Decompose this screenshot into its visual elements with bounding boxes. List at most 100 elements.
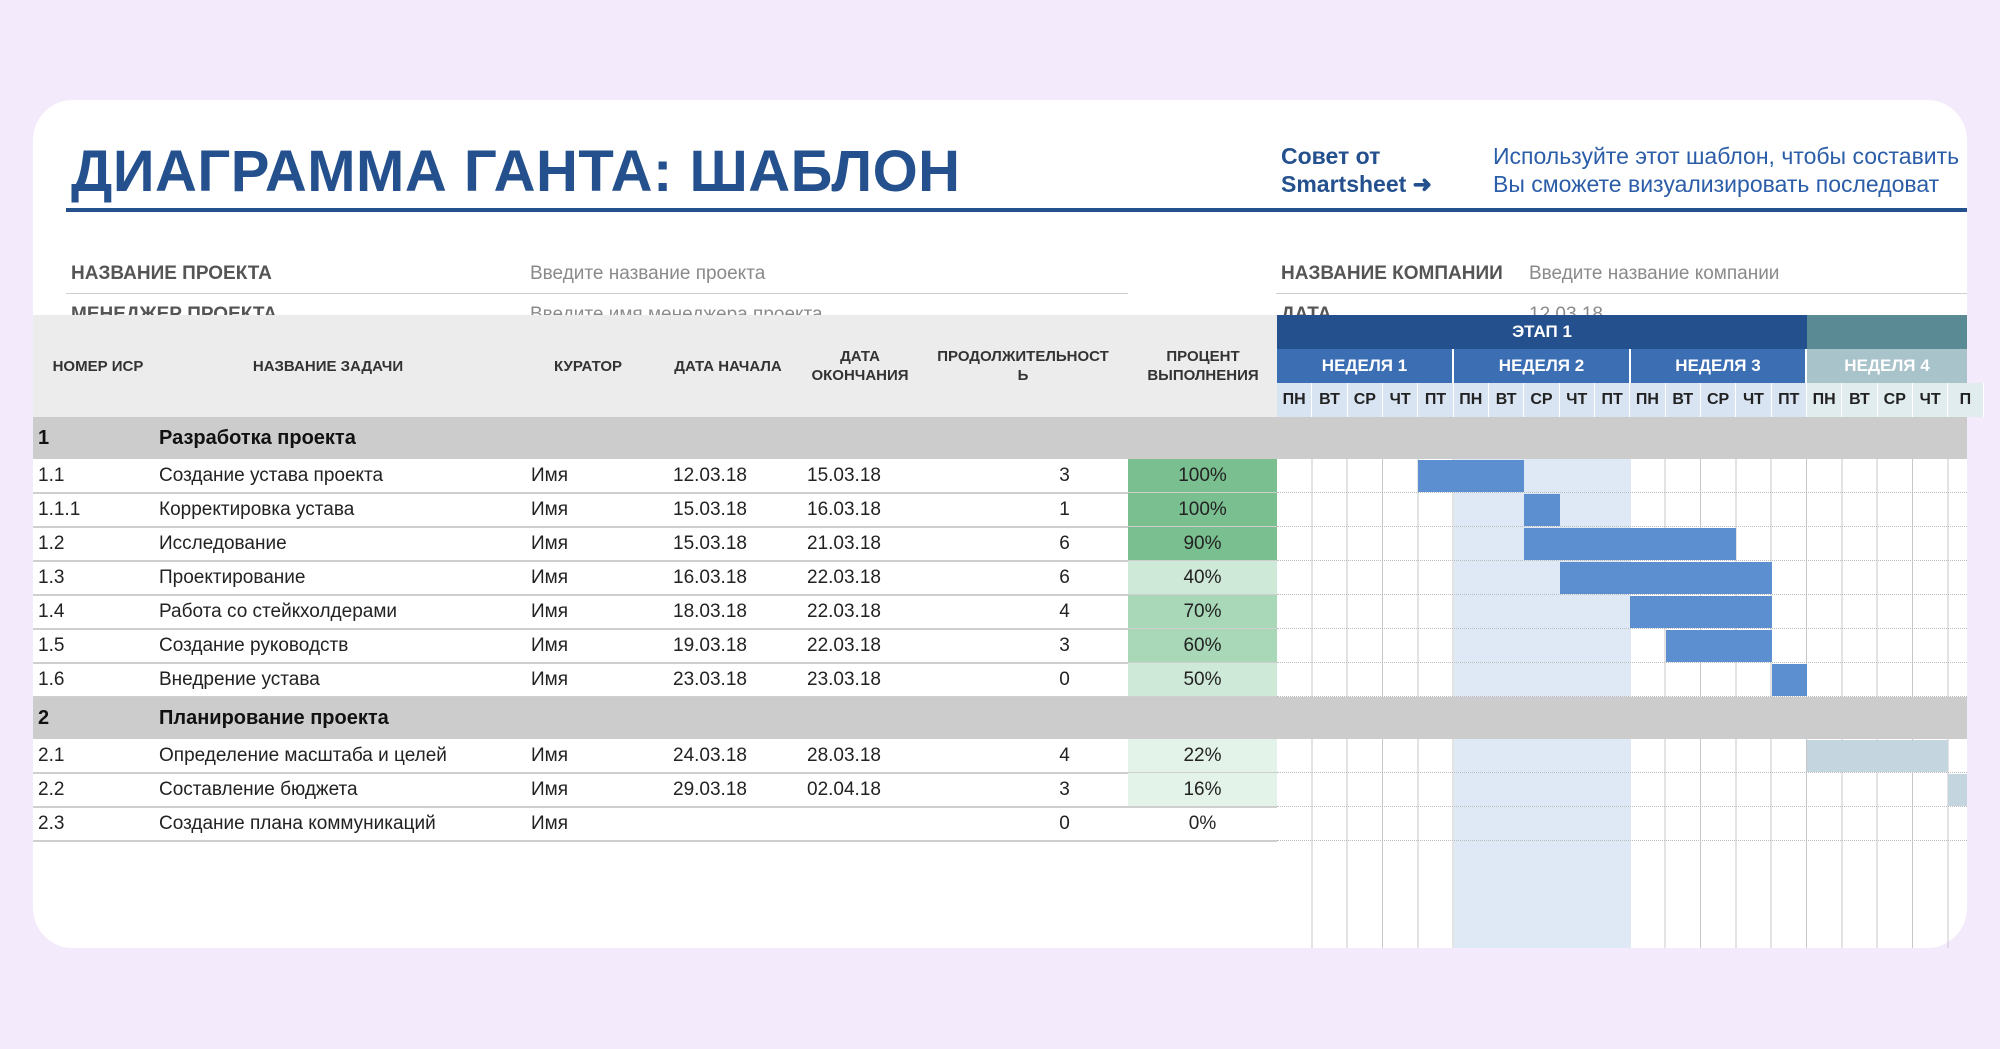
percent-complete-cell[interactable]: 50% bbox=[1128, 663, 1277, 696]
phase-number[interactable]: 1 bbox=[38, 426, 50, 449]
wbs-cell[interactable]: 1.1.1 bbox=[38, 499, 81, 520]
end-date-cell[interactable]: 21.03.18 bbox=[807, 533, 881, 554]
task-name-cell[interactable]: Исследование bbox=[159, 533, 287, 554]
wbs-cell[interactable]: 1.5 bbox=[38, 635, 65, 656]
owner-cell[interactable]: Имя bbox=[531, 813, 569, 834]
start-date-cell[interactable]: 24.03.18 bbox=[673, 745, 747, 766]
owner-cell[interactable]: Имя bbox=[531, 635, 569, 656]
phase-name[interactable]: Планирование проекта bbox=[159, 706, 389, 729]
gantt-bar[interactable] bbox=[1559, 562, 1772, 594]
owner-cell[interactable]: Имя bbox=[531, 669, 569, 690]
wbs-cell[interactable]: 1.4 bbox=[38, 601, 65, 622]
start-date-cell[interactable]: 12.03.18 bbox=[673, 465, 747, 486]
phase-number[interactable]: 2 bbox=[38, 706, 50, 729]
tip-line-2: Вы сможете визуализировать последоват bbox=[1493, 171, 1940, 197]
gantt-bar[interactable] bbox=[1771, 664, 1807, 696]
owner-cell[interactable]: Имя bbox=[531, 745, 569, 766]
duration-cell[interactable]: 3 bbox=[1059, 464, 1070, 486]
owner-cell[interactable]: Имя bbox=[531, 465, 569, 486]
end-date-cell[interactable]: 22.03.18 bbox=[807, 567, 881, 588]
col-header-duration: ПРОДОЛЖИТЕЛЬНОСТЬ bbox=[937, 348, 1109, 384]
task-name-cell[interactable]: Создание руководств bbox=[159, 635, 349, 656]
start-date-cell[interactable]: 16.03.18 bbox=[673, 567, 747, 588]
owner-cell[interactable]: Имя bbox=[531, 533, 569, 554]
wbs-cell[interactable]: 1.3 bbox=[38, 567, 65, 588]
start-date-cell[interactable]: 29.03.18 bbox=[673, 779, 747, 800]
duration-cell[interactable]: 3 bbox=[1059, 778, 1070, 800]
row-divider bbox=[33, 526, 1277, 528]
end-date-cell[interactable]: 02.04.18 bbox=[807, 779, 881, 800]
phase-name[interactable]: Разработка проекта bbox=[159, 426, 356, 449]
end-date-cell[interactable]: 22.03.18 bbox=[807, 601, 881, 622]
wbs-cell[interactable]: 2.2 bbox=[38, 779, 65, 800]
col-header-task: НАЗВАНИЕ ЗАДАЧИ bbox=[252, 357, 404, 375]
start-date-cell[interactable]: 15.03.18 bbox=[673, 533, 747, 554]
grid-row-line bbox=[1277, 772, 1967, 773]
wbs-cell[interactable]: 2.1 bbox=[38, 745, 65, 766]
project-name-row: НАЗВАНИЕ ПРОЕКТА Введите название проект… bbox=[66, 253, 1128, 294]
owner-cell[interactable]: Имя bbox=[531, 499, 569, 520]
gantt-bar[interactable] bbox=[1948, 774, 1967, 806]
start-date-cell[interactable]: 23.03.18 bbox=[673, 669, 747, 690]
end-date-cell[interactable]: 28.03.18 bbox=[807, 745, 881, 766]
gantt-bar[interactable] bbox=[1418, 460, 1525, 492]
duration-cell[interactable]: 4 bbox=[1059, 744, 1070, 766]
task-name-cell[interactable]: Проектирование bbox=[159, 567, 306, 588]
owner-cell[interactable]: Имя bbox=[531, 567, 569, 588]
percent-complete-cell[interactable]: 70% bbox=[1128, 595, 1277, 628]
end-date-cell[interactable]: 15.03.18 bbox=[807, 465, 881, 486]
row-divider bbox=[33, 840, 1277, 842]
task-name-cell[interactable]: Создание устава проекта bbox=[159, 465, 384, 486]
duration-cell[interactable]: 6 bbox=[1059, 566, 1070, 588]
task-name-cell[interactable]: Работа со стейкхолдерами bbox=[159, 601, 398, 622]
percent-complete-cell[interactable]: 16% bbox=[1128, 773, 1277, 806]
duration-cell[interactable]: 1 bbox=[1059, 498, 1070, 520]
wbs-cell[interactable]: 1.6 bbox=[38, 669, 65, 690]
gantt-bar[interactable] bbox=[1524, 494, 1560, 526]
row-divider bbox=[33, 492, 1277, 494]
wbs-cell[interactable]: 1.2 bbox=[38, 533, 65, 554]
wbs-cell[interactable]: 2.3 bbox=[38, 813, 65, 834]
row-divider bbox=[33, 696, 1277, 698]
wbs-cell[interactable]: 1.1 bbox=[38, 465, 65, 486]
table-row: 1.4 Работа со стейкхолдерами Имя 18.03.18 22… bbox=[33, 595, 1967, 629]
company-name-field[interactable]: Введите название компании bbox=[1529, 263, 1780, 284]
day-header: ЧТ bbox=[1912, 383, 1949, 417]
duration-cell[interactable]: 4 bbox=[1059, 600, 1070, 622]
task-name-cell[interactable]: Создание плана коммуникаций bbox=[159, 813, 436, 834]
task-name-cell[interactable]: Составление бюджета bbox=[159, 779, 358, 800]
gantt-bar[interactable] bbox=[1630, 596, 1772, 628]
day-header: СР bbox=[1700, 383, 1737, 417]
start-date-cell[interactable]: 19.03.18 bbox=[673, 635, 747, 656]
task-name-cell[interactable]: Определение масштаба и целей bbox=[159, 745, 447, 766]
percent-complete-cell[interactable]: 100% bbox=[1128, 493, 1277, 526]
end-date-cell[interactable]: 23.03.18 bbox=[807, 669, 881, 690]
gantt-bar[interactable] bbox=[1665, 630, 1772, 662]
duration-cell[interactable]: 3 bbox=[1059, 634, 1070, 656]
start-date-cell[interactable]: 18.03.18 bbox=[673, 601, 747, 622]
percent-complete-cell[interactable]: 40% bbox=[1128, 561, 1277, 594]
percent-complete-cell[interactable]: 22% bbox=[1128, 739, 1277, 772]
duration-cell[interactable]: 6 bbox=[1059, 532, 1070, 554]
end-date-cell[interactable]: 22.03.18 bbox=[807, 635, 881, 656]
duration-cell[interactable]: 0 bbox=[1059, 812, 1070, 834]
row-divider bbox=[33, 594, 1277, 596]
percent-complete-cell[interactable]: 60% bbox=[1128, 629, 1277, 662]
page-title: ДИАГРАММА ГАНТА: ШАБЛОН bbox=[71, 139, 961, 204]
percent-complete-cell[interactable]: 90% bbox=[1128, 527, 1277, 560]
percent-complete-cell[interactable]: 0% bbox=[1188, 812, 1217, 834]
task-name-cell[interactable]: Внедрение устава bbox=[159, 669, 320, 690]
col-header-percent: ПРОЦЕНТ ВЫПОЛНЕНИЯ bbox=[1147, 348, 1259, 384]
project-name-field[interactable]: Введите название проекта bbox=[530, 263, 766, 284]
owner-cell[interactable]: Имя bbox=[531, 779, 569, 800]
gantt-bar[interactable] bbox=[1524, 528, 1737, 560]
duration-cell[interactable]: 0 bbox=[1059, 668, 1070, 690]
end-date-cell[interactable]: 16.03.18 bbox=[807, 499, 881, 520]
start-date-cell[interactable]: 15.03.18 bbox=[673, 499, 747, 520]
owner-cell[interactable]: Имя bbox=[531, 601, 569, 622]
gantt-bar[interactable] bbox=[1806, 740, 1949, 772]
table-row: 1.2 Исследование Имя 15.03.18 21.03.18 bbox=[33, 527, 1967, 561]
task-name-cell[interactable]: Корректировка устава bbox=[159, 499, 355, 520]
smartsheet-tip-label[interactable]: Совет от Smartsheet ➜ bbox=[1281, 143, 1432, 197]
percent-complete-cell[interactable]: 100% bbox=[1128, 459, 1277, 492]
